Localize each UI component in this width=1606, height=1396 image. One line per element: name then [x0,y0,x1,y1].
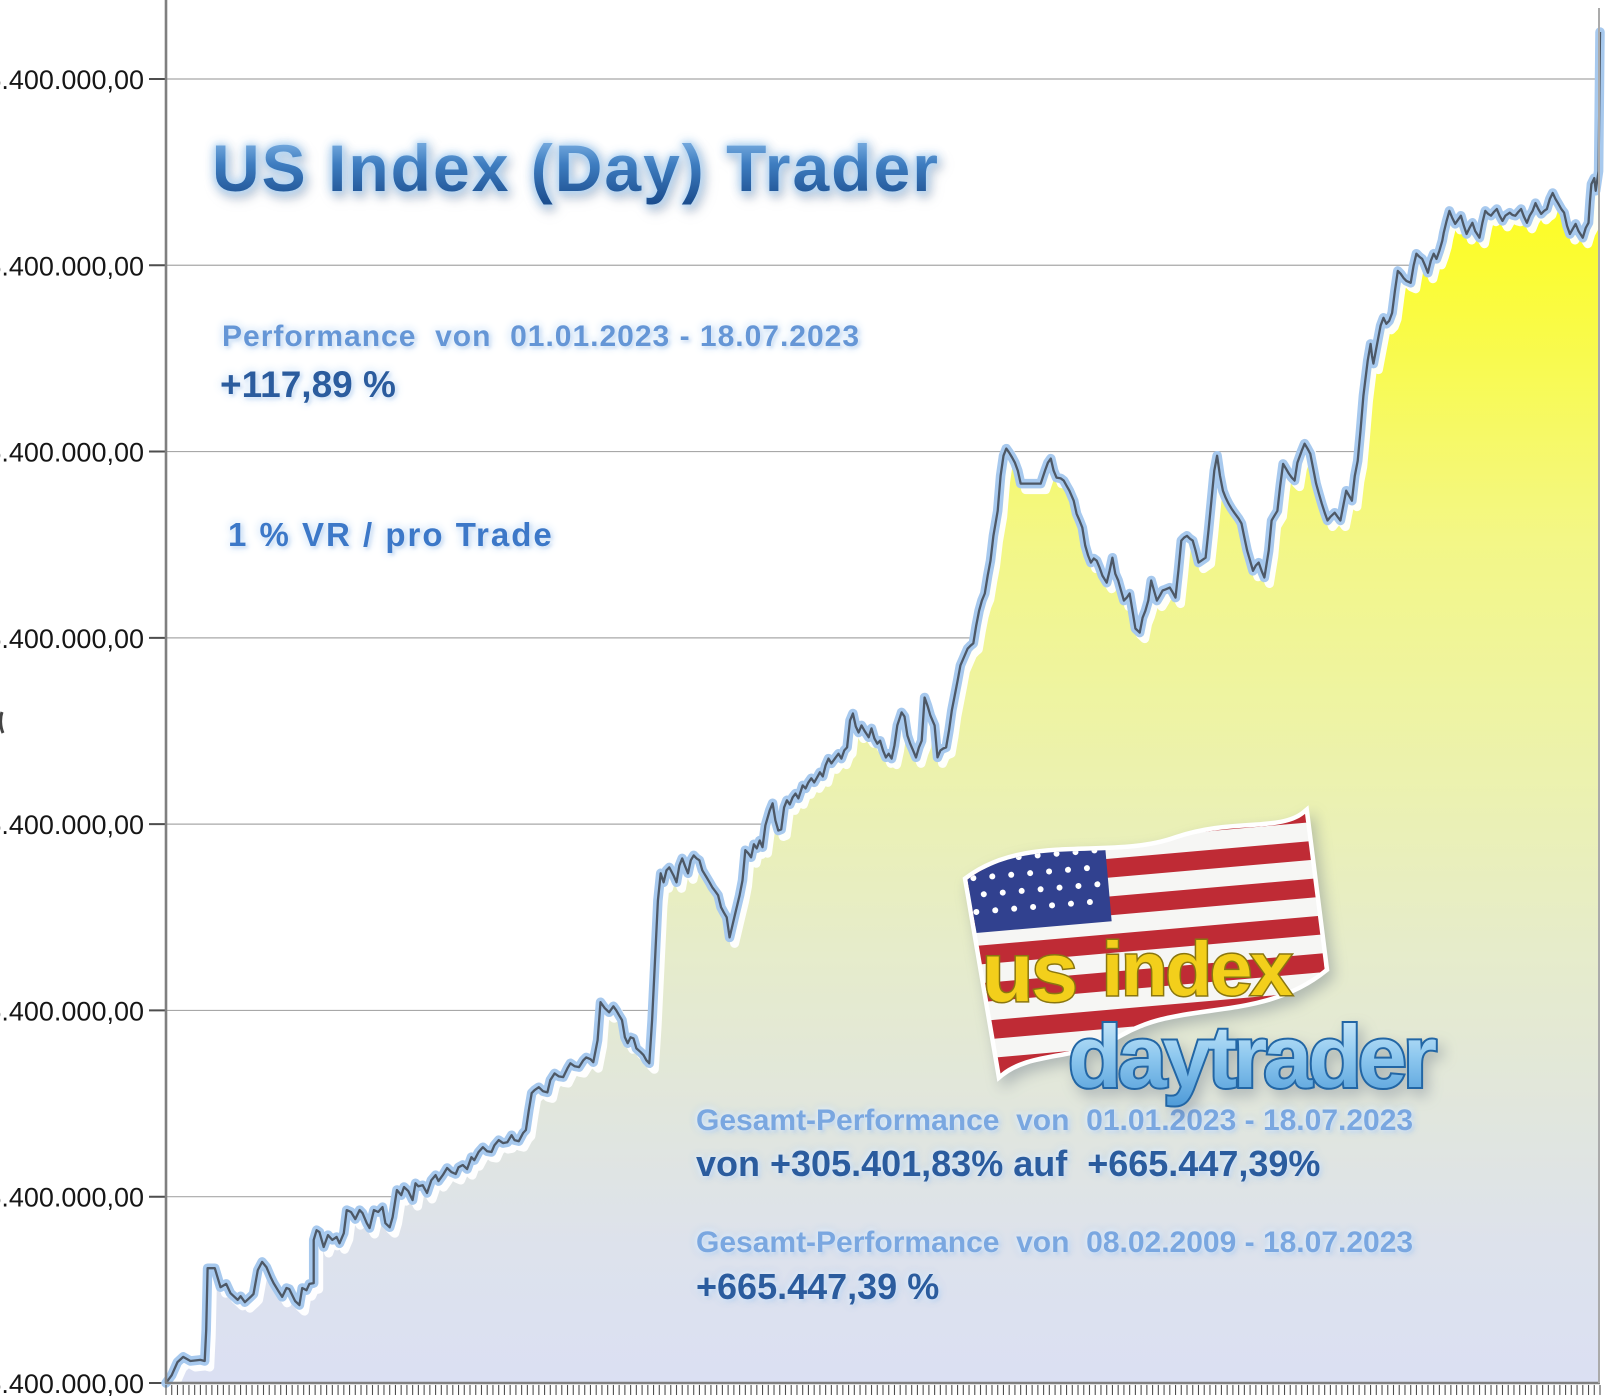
clipped-axis-title-fragment [0,711,5,734]
logo-word-daytrader: daytrader [1068,1007,1436,1106]
total-performance-period-2: Gesamt-Performance von 08.02.2009 - 18.0… [696,1226,1414,1259]
performance-value-label: +117,89 % [220,364,396,405]
y-tick-label: 505.400.000,00 [0,624,144,654]
x-minor-ticks [165,1385,1601,1395]
y-tick-label: 355.400.000,00 [0,1183,144,1213]
equity-line [165,31,1602,1384]
us-index-daytrader-logo: us index daytrader [962,805,1442,1108]
equity-line-shadow [167,37,1606,1392]
y-tick-label: 305.400.000,00 [0,1369,144,1396]
y-tick-label: 405.400.000,00 [0,996,144,1026]
total-performance-value-2: +665.447,39 % [696,1266,940,1307]
y-tick-label: 655.400.000,00 [0,65,144,95]
logo-word-index: index [1102,927,1292,1012]
performance-period-label: Performance von 01.01.2023 - 18.07.2023 [222,320,861,353]
page-title: US Index (Day) Trader [212,131,940,205]
y-tick-label: 555.400.000,00 [0,438,144,468]
total-performance-period-1: Gesamt-Performance von 01.01.2023 - 18.0… [696,1104,1414,1137]
equity-area [166,32,1600,1383]
y-tick-label: 455.400.000,00 [0,810,144,840]
risk-note-label: 1 % VR / pro Trade [228,516,554,553]
y-tick-label: 605.400.000,00 [0,251,144,281]
logo-word-us: us [982,925,1076,1019]
total-performance-values: von +305.401,83% auf +665.447,39% [696,1143,1321,1184]
